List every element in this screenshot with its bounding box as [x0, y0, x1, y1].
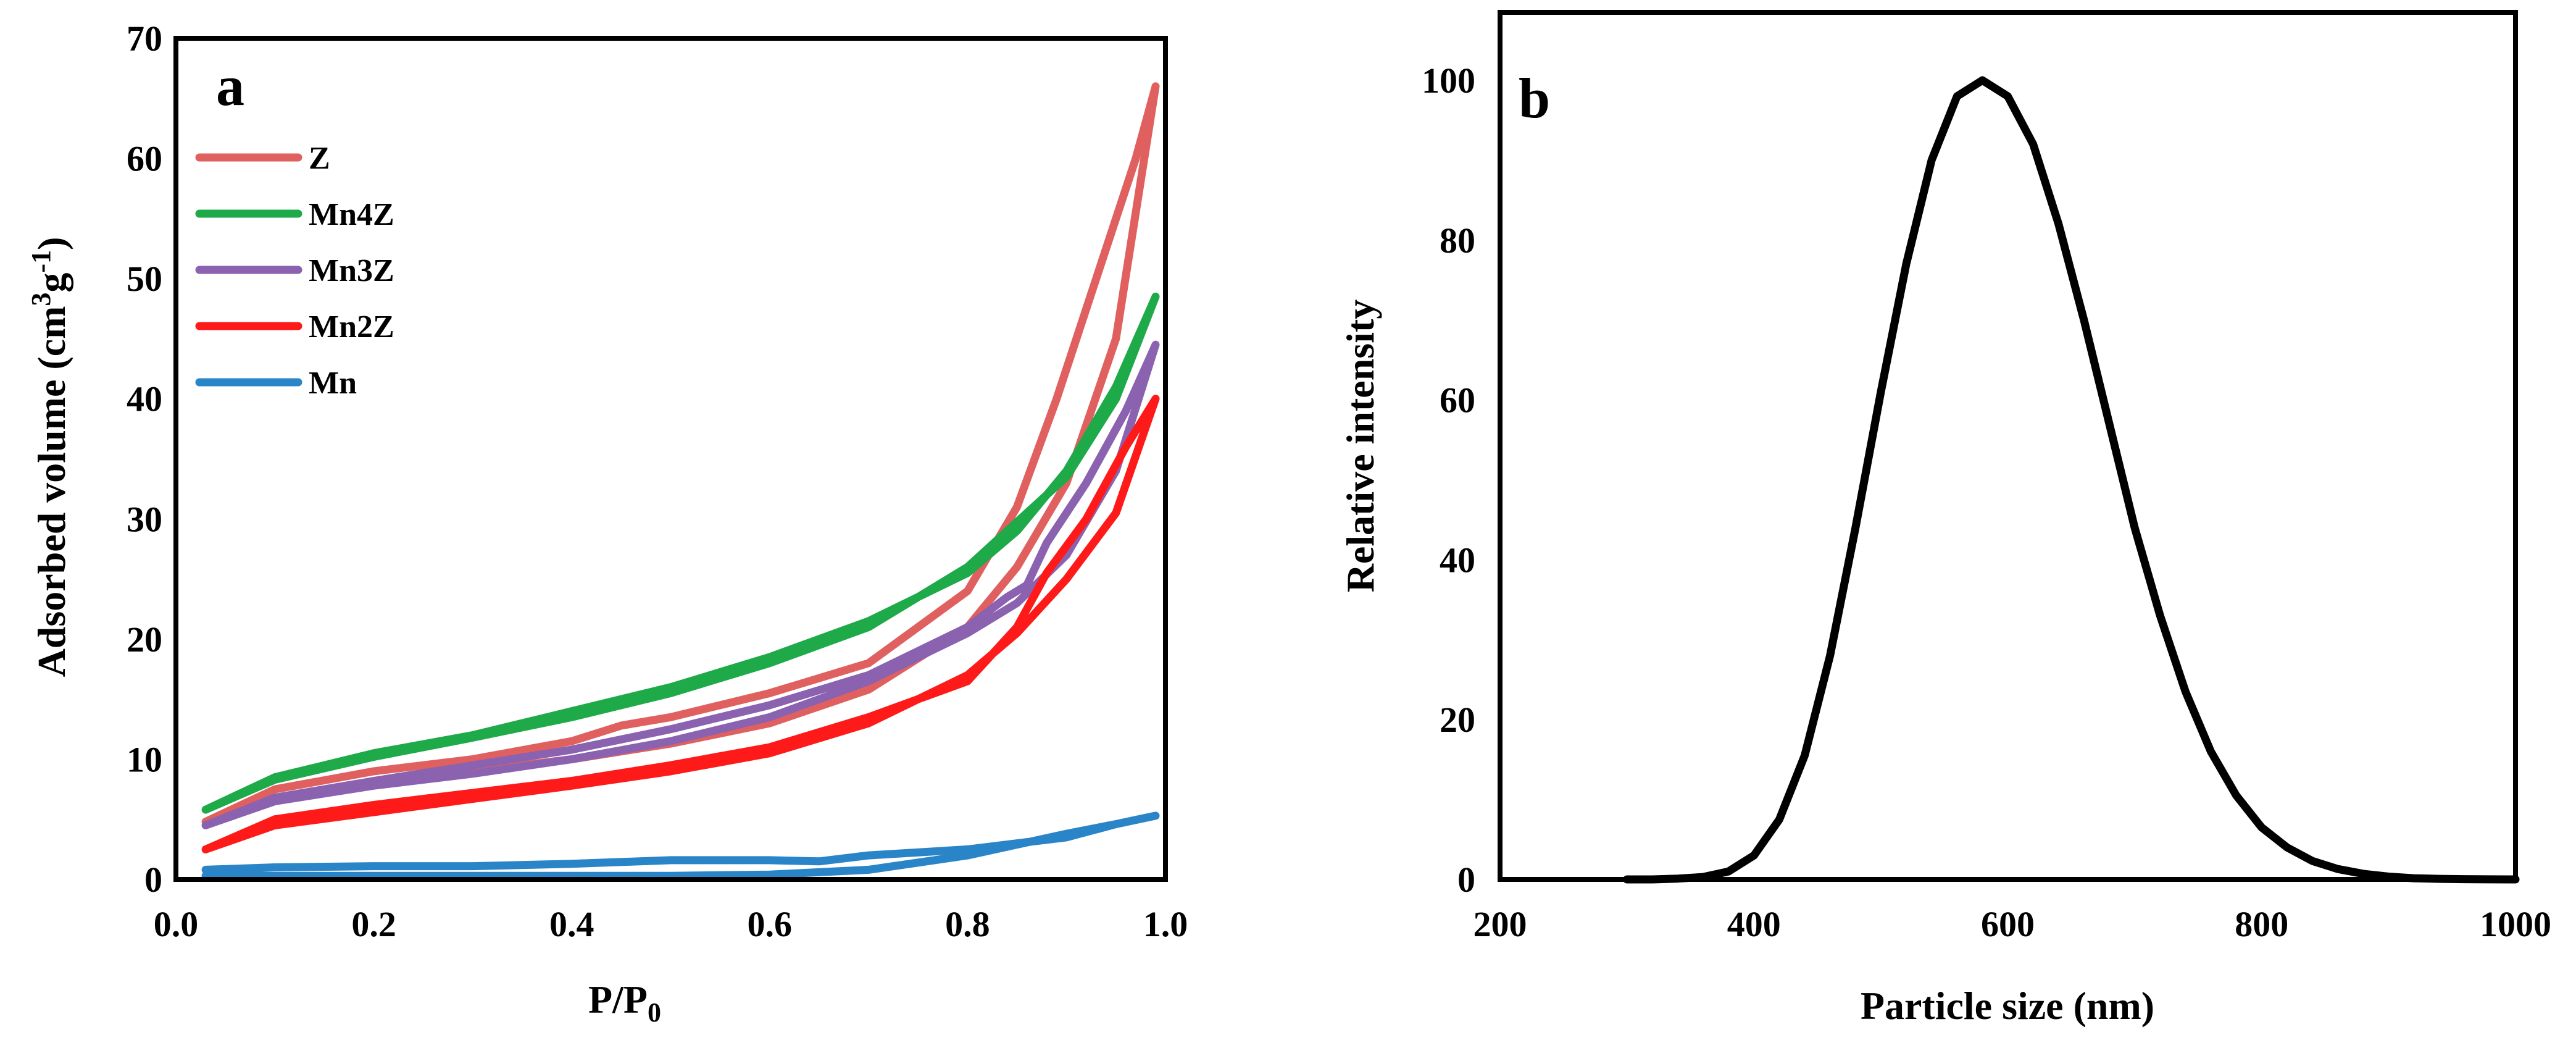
chart-a-plot-frame — [173, 36, 1168, 882]
chart-b-y-tick-label: 0 — [1457, 860, 1475, 900]
chart-a-y-tick-label: 0 — [144, 860, 162, 900]
chart-b-y-tick-label: 100 — [1422, 61, 1475, 101]
chart-b-y-tick-label: 60 — [1440, 380, 1475, 421]
chart-a-x-tick-label: 0.0 — [154, 904, 199, 944]
chart-b-x-tick-label: 1000 — [2480, 904, 2551, 944]
chart-a-series-layer — [201, 82, 1160, 880]
chart-b-x-tick-label: 600 — [1981, 904, 2035, 944]
legend-label-mn3z: Mn3Z — [309, 253, 394, 288]
legend-label-mn4z: Mn4Z — [309, 197, 394, 232]
chart-a-series-mn — [201, 811, 1160, 880]
chart-a: 0.0 0.2 0.4 0.6 0.8 1.0 0 10 20 30 40 50 60 70 a Z Mn… — [26, 19, 1188, 1028]
chart-a-y-tick-label: 70 — [127, 19, 162, 59]
chart-b-y-ticks: 0 20 40 60 80 100 — [1422, 61, 1475, 900]
chart-a-y-tick-label: 10 — [127, 739, 162, 779]
chart-a-y-tick-label: 30 — [127, 499, 162, 539]
chart-b-x-tick-label: 400 — [1727, 904, 1781, 944]
chart-a-y-tick-label: 20 — [127, 619, 162, 660]
chart-b-x-ticks: 200 400 600 800 1000 — [1473, 904, 2552, 944]
chart-a-x-tick-label: 0.4 — [549, 904, 594, 944]
chart-b-y-tick-label: 20 — [1440, 700, 1475, 740]
chart-b-series-distribution — [1623, 76, 2520, 884]
chart-a-y-tick-label: 50 — [127, 259, 162, 299]
chart-b-x-tick-label: 800 — [2235, 904, 2288, 944]
chart-a-y-tick-label: 60 — [127, 139, 162, 179]
chart-b-x-tick-label: 200 — [1473, 904, 1527, 944]
chart-a-y-axis-label: Adsorbed volume (cm3g-1) — [26, 237, 73, 677]
chart-a-x-tick-label: 0.2 — [351, 904, 396, 944]
chart-b: 200 400 600 800 1000 0 20 40 60 80 100 b Particle… — [1338, 10, 2552, 1028]
chart-a-y-tick-label: 40 — [127, 379, 162, 419]
chart-a-x-tick-label: 0.8 — [945, 904, 990, 944]
chart-a-x-tick-label: 0.6 — [748, 904, 793, 944]
legend-label-mn2z: Mn2Z — [309, 309, 394, 345]
chart-b-y-axis-label: Relative intensity — [1338, 300, 1382, 593]
chart-a-x-tick-label: 1.0 — [1143, 904, 1188, 944]
chart-b-panel-letter: b — [1519, 67, 1550, 130]
chart-a-legend: Z Mn4Z Mn3Z Mn2Z Mn — [195, 141, 394, 401]
chart-a-x-ticks: 0.0 0.2 0.4 0.6 0.8 1.0 — [154, 904, 1188, 944]
chart-a-series-mn2z — [201, 395, 1160, 853]
chart-b-series-layer — [1623, 76, 2520, 884]
legend-label-mn: Mn — [309, 366, 357, 401]
chart-a-series-mn4z — [201, 292, 1160, 814]
chart-a-y-ticks: 0 10 20 30 40 50 60 70 — [127, 19, 162, 900]
chart-b-plot-frame — [1498, 10, 2518, 882]
chart-b-x-axis-label: Particle size (nm) — [1861, 984, 2154, 1028]
chart-b-y-tick-label: 80 — [1440, 220, 1475, 261]
chart-a-panel-letter: a — [216, 54, 244, 117]
chart-b-y-tick-label: 40 — [1440, 540, 1475, 580]
chart-a-x-axis-label: P/P0 — [588, 978, 661, 1028]
legend-label-z: Z — [309, 141, 330, 176]
chart-a-series-mn3z — [201, 340, 1160, 829]
